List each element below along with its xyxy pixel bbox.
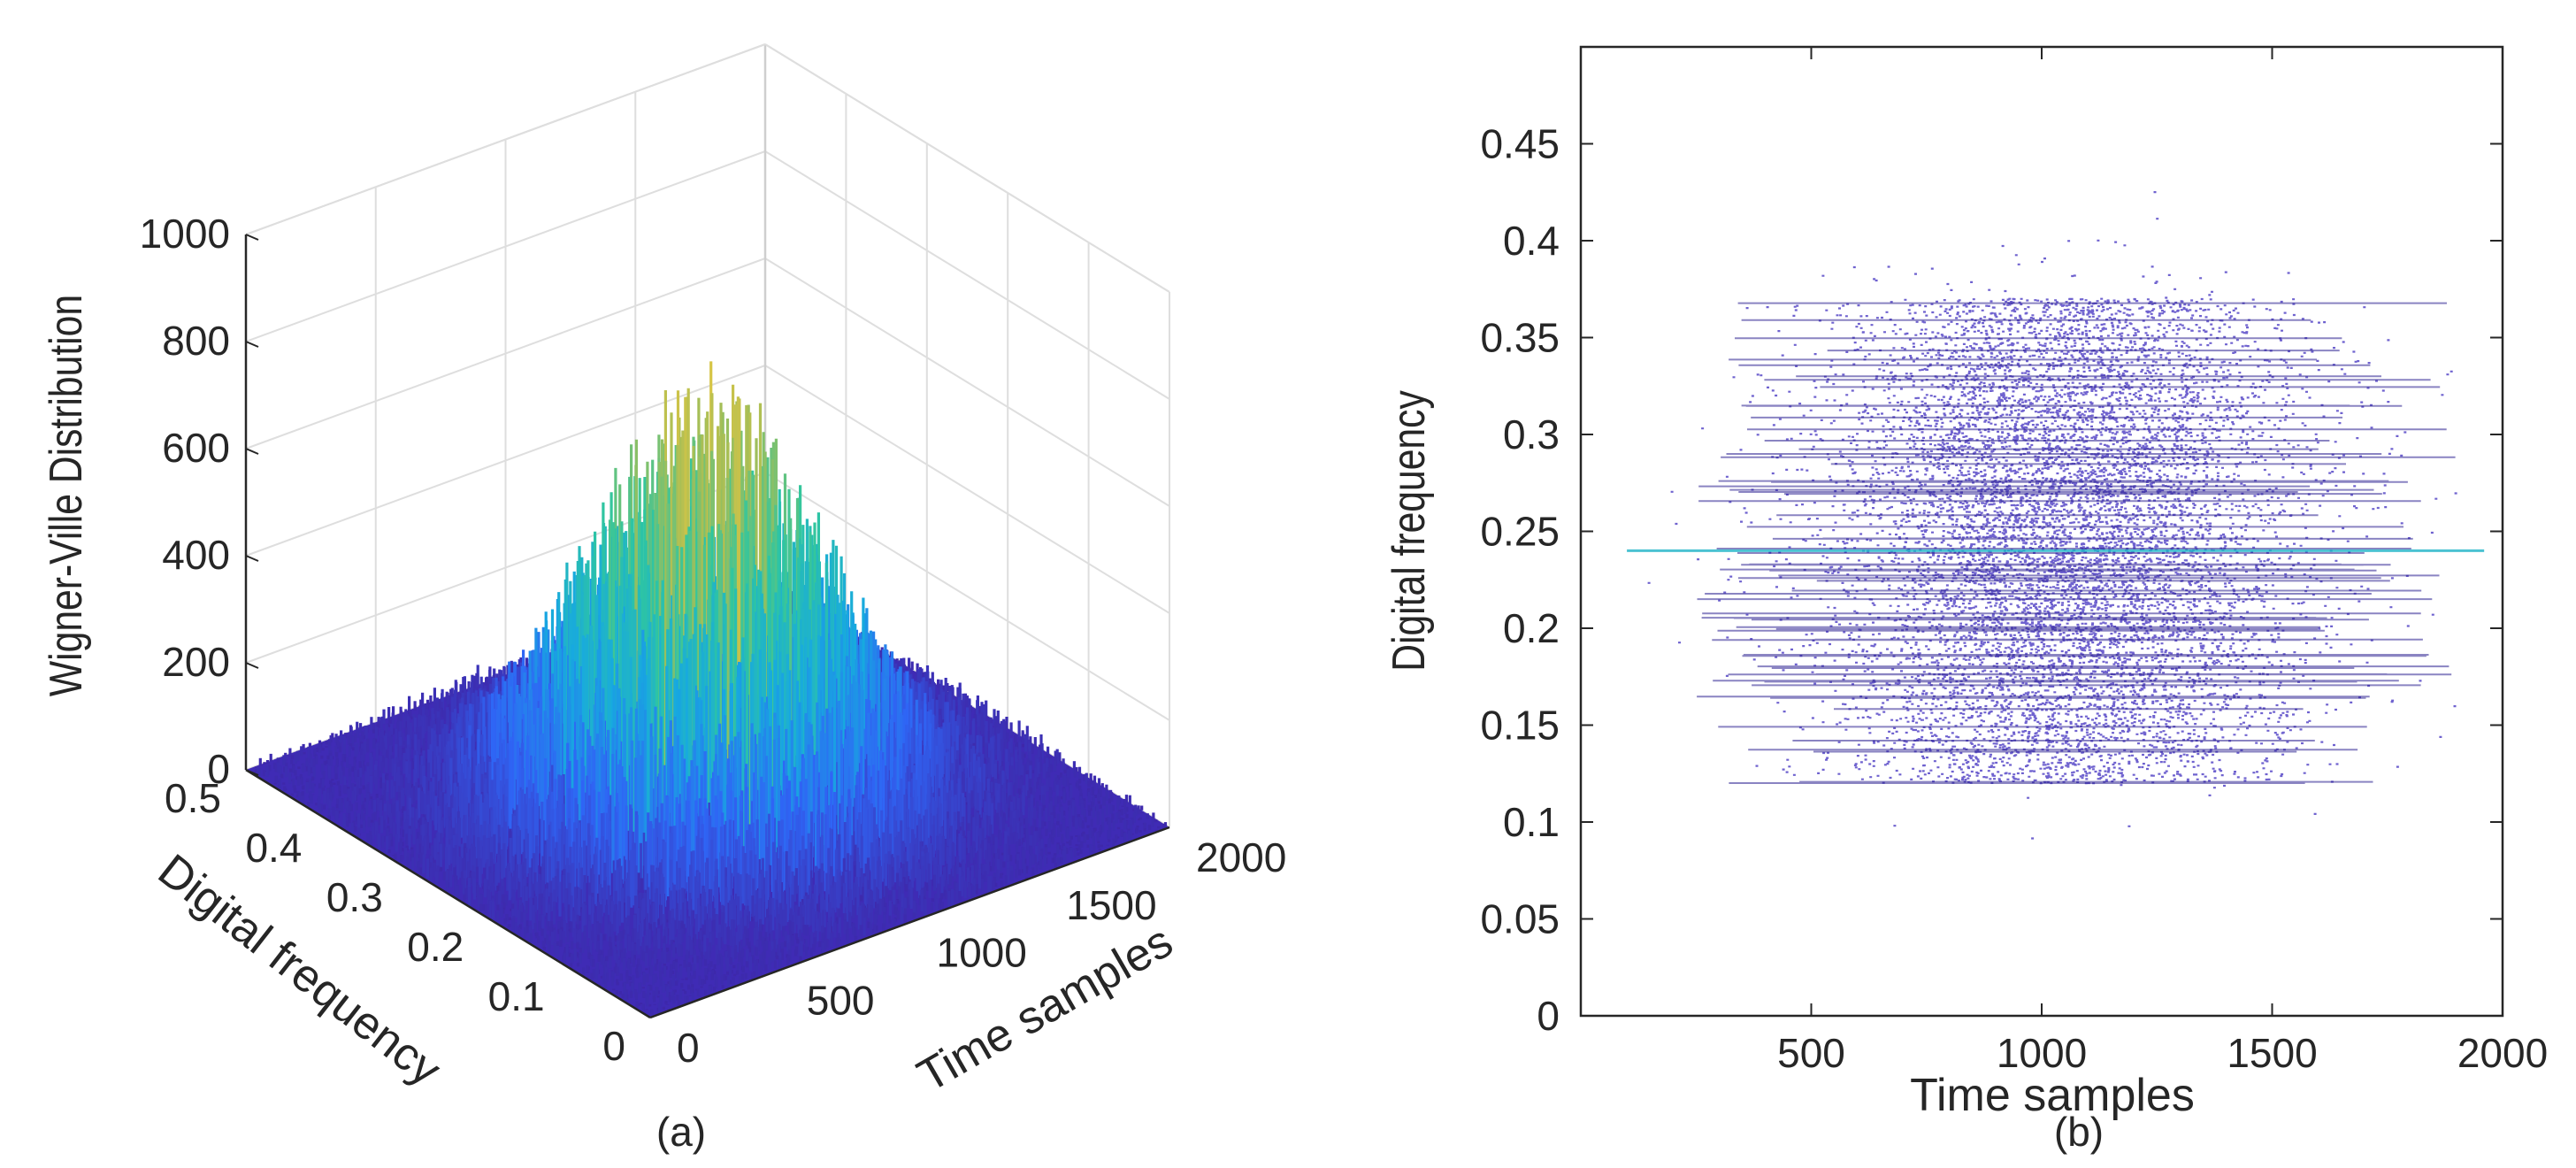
grid-line: [764, 43, 1170, 293]
grid-line: [764, 472, 1170, 721]
panel-a-3d-surface: 0200400600800100000.10.20.30.40.50500100…: [41, 43, 1286, 1155]
grid-line: [764, 257, 1170, 507]
grid-line: [764, 150, 1170, 400]
grid-line: [245, 43, 766, 235]
panel-a-surface: [246, 361, 1169, 1018]
grid-line: [764, 365, 1170, 614]
